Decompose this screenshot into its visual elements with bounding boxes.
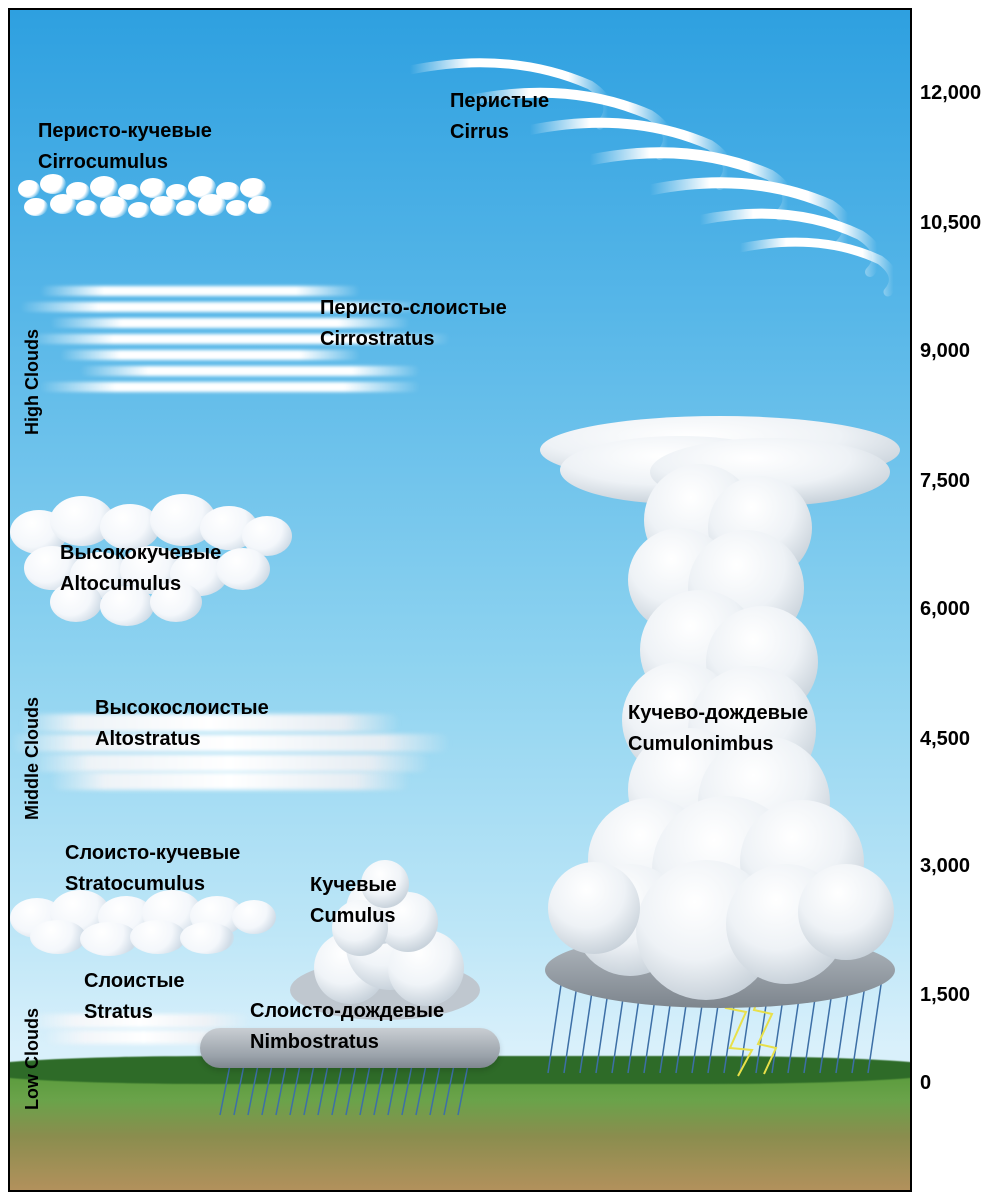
label-cumulus: Кучевые Cumulus [310, 872, 397, 930]
label-cumulonimbus-ru: Кучево-дождевые [628, 702, 808, 724]
label-altostratus-en: Altostratus [95, 726, 269, 753]
layer-label-low: Low Clouds [22, 960, 43, 1110]
cloud-diagram-panel: High Clouds Middle Clouds Low Clouds Пер… [8, 8, 912, 1192]
axis-tick-3: 7,500 [920, 470, 970, 493]
label-stratus-ru: Слоистые [84, 970, 185, 992]
label-cirrus: Перистые Cirrus [450, 88, 549, 146]
label-cirrostratus-ru: Перисто-слоистые [320, 297, 507, 319]
label-altocumulus-ru: Высококучевые [60, 542, 221, 564]
label-nimbostratus-ru: Слоисто-дождевые [250, 1000, 444, 1022]
label-altostratus: Высокослоистые Altostratus [95, 695, 269, 753]
label-altocumulus-en: Altocumulus [60, 571, 221, 598]
label-altocumulus: Высококучевые Altocumulus [60, 540, 221, 598]
label-nimbostratus-en: Nimbostratus [250, 1029, 444, 1056]
axis-tick-0: 12,000 [920, 82, 981, 105]
label-stratocumulus: Слоисто-кучевые Stratocumulus [65, 840, 240, 898]
label-cirrocumulus: Перисто-кучевые Cirrocumulus [38, 118, 212, 176]
label-cumulus-en: Cumulus [310, 903, 397, 930]
layer-label-middle: Middle Clouds [22, 650, 43, 820]
axis-tick-6: 3,000 [920, 855, 970, 878]
nimbostratus-rain-icon [220, 1065, 480, 1120]
label-stratus-en: Stratus [84, 999, 185, 1026]
label-stratus: Слоистые Stratus [84, 968, 185, 1026]
label-cirrus-en: Cirrus [450, 119, 549, 146]
axis-tick-5: 4,500 [920, 728, 970, 751]
axis-tick-7: 1,500 [920, 984, 970, 1007]
label-cirrus-ru: Перистые [450, 90, 549, 112]
axis-tick-2: 9,000 [920, 340, 970, 363]
axis-tick-8: 0 [920, 1072, 931, 1095]
axis-tick-1: 10,500 [920, 212, 981, 235]
label-cumulus-ru: Кучевые [310, 874, 397, 896]
layer-label-high: High Clouds [22, 285, 43, 435]
label-cirrocumulus-ru: Перисто-кучевые [38, 120, 212, 142]
label-cirrostratus: Перисто-слоистые Cirrostratus [320, 295, 507, 353]
label-stratocumulus-en: Stratocumulus [65, 871, 240, 898]
axis-tick-4: 6,000 [920, 598, 970, 621]
label-cirrocumulus-en: Cirrocumulus [38, 149, 212, 176]
label-nimbostratus: Слоисто-дождевые Nimbostratus [250, 998, 444, 1056]
label-stratocumulus-ru: Слоисто-кучевые [65, 842, 240, 864]
label-cirrostratus-en: Cirrostratus [320, 326, 507, 353]
label-cumulonimbus-en: Cumulonimbus [628, 731, 808, 758]
page: High Clouds Middle Clouds Low Clouds Пер… [0, 0, 993, 1199]
label-altostratus-ru: Высокослоистые [95, 697, 269, 719]
label-cumulonimbus: Кучево-дождевые Cumulonimbus [628, 700, 808, 758]
